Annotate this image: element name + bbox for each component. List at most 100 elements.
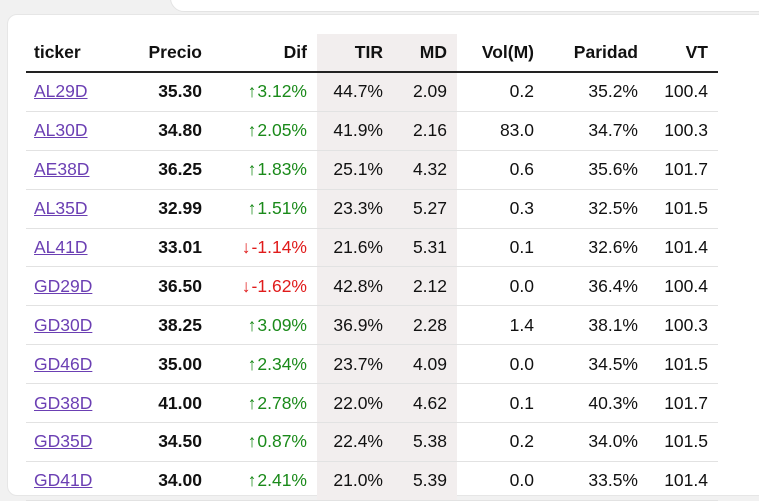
arrow-up-icon: ↑	[247, 81, 257, 102]
dif-value: 2.05%	[257, 120, 307, 141]
ticker-cell: AL35D	[26, 189, 120, 229]
paridad-cell: 34.5%	[544, 344, 648, 385]
paridad-cell: 35.2%	[544, 72, 648, 112]
dif-cell: ↑1.51%	[212, 189, 317, 229]
ticker-link[interactable]: AL35D	[34, 198, 88, 219]
ticker-cell: GD46D	[26, 344, 120, 385]
column-header-tir[interactable]: TIR	[317, 34, 393, 73]
table-row: GD30D 38.25 ↑3.09% 36.9% 2.28 1.4 38.1% 100.3	[26, 305, 718, 346]
dif-value: 1.83%	[257, 159, 307, 180]
vol-cell: 0.2	[457, 422, 544, 462]
md-cell: 5.27	[393, 189, 457, 229]
column-header-paridad[interactable]: Paridad	[544, 34, 648, 73]
tir-cell: 25.1%	[317, 150, 393, 190]
ticker-link[interactable]: AL29D	[34, 81, 88, 102]
paridad-cell: 32.5%	[544, 189, 648, 229]
dif-cell: ↑1.83%	[212, 150, 317, 190]
ticker-cell: GD35D	[26, 422, 120, 462]
vt-cell: 101.4	[648, 228, 718, 268]
md-cell: 5.38	[393, 422, 457, 462]
column-header-ticker[interactable]: ticker	[26, 34, 120, 73]
table-row: AL29D 35.30 ↑3.12% 44.7% 2.09 0.2 35.2% 100.4	[26, 72, 718, 112]
column-header-vt[interactable]: VT	[648, 34, 718, 73]
vt-cell: 101.5	[648, 422, 718, 462]
vt-cell: 100.3	[648, 305, 718, 346]
precio-cell: 35.30	[120, 72, 212, 112]
table-body: AL29D 35.30 ↑3.12% 44.7% 2.09 0.2 35.2% 100.4 AL…	[26, 72, 718, 501]
arrow-up-icon: ↑	[247, 353, 257, 374]
vt-cell: 101.5	[648, 344, 718, 385]
precio-cell: 32.99	[120, 189, 212, 229]
ticker-link[interactable]: GD41D	[34, 470, 93, 491]
md-cell: 2.09	[393, 72, 457, 112]
md-cell: 4.62	[393, 383, 457, 424]
paridad-cell: 36.4%	[544, 266, 648, 307]
ticker-link[interactable]: GD46D	[34, 353, 93, 374]
dif-value: 3.09%	[257, 314, 307, 335]
tir-cell: 36.9%	[317, 305, 393, 346]
column-header-vol[interactable]: Vol(M)	[457, 34, 544, 73]
md-cell: 4.09	[393, 344, 457, 385]
table-row: GD29D 36.50 ↓-1.62% 42.8% 2.12 0.0 36.4% 100.4	[26, 266, 718, 307]
table-row: GD46D 35.00 ↑2.34% 23.7% 4.09 0.0 34.5% 101.5	[26, 344, 718, 385]
vol-cell: 1.4	[457, 305, 544, 346]
paridad-cell: 40.3%	[544, 383, 648, 424]
vol-cell: 0.0	[457, 461, 544, 501]
vt-cell: 101.5	[648, 189, 718, 229]
column-header-md[interactable]: MD	[393, 34, 457, 73]
ticker-link[interactable]: AL30D	[34, 120, 88, 141]
ticker-cell: AE38D	[26, 150, 120, 190]
vol-cell: 0.3	[457, 189, 544, 229]
dif-cell: ↓-1.14%	[212, 228, 317, 268]
precio-cell: 34.50	[120, 422, 212, 462]
tir-cell: 22.0%	[317, 383, 393, 424]
tir-cell: 44.7%	[317, 72, 393, 112]
ticker-link[interactable]: GD38D	[34, 392, 93, 413]
ticker-cell: AL30D	[26, 111, 120, 151]
tir-cell: 21.6%	[317, 228, 393, 268]
vol-cell: 0.2	[457, 72, 544, 112]
column-header-precio[interactable]: Precio	[120, 34, 212, 73]
md-cell: 5.31	[393, 228, 457, 268]
ticker-link[interactable]: AL41D	[34, 237, 88, 257]
arrow-up-icon: ↑	[247, 198, 257, 219]
arrow-up-icon: ↑	[247, 392, 257, 413]
vt-cell: 101.4	[648, 461, 718, 501]
md-cell: 5.39	[393, 461, 457, 501]
arrow-up-icon: ↑	[247, 120, 257, 141]
dif-value: 2.41%	[257, 470, 307, 491]
paridad-cell: 34.0%	[544, 422, 648, 462]
table-row: AE38D 36.25 ↑1.83% 25.1% 4.32 0.6 35.6% 101.7	[26, 150, 718, 190]
dif-cell: ↑0.87%	[212, 422, 317, 462]
md-cell: 4.32	[393, 150, 457, 190]
precio-cell: 41.00	[120, 383, 212, 424]
vol-cell: 0.0	[457, 344, 544, 385]
arrow-up-icon: ↑	[247, 159, 257, 180]
vol-cell: 0.1	[457, 383, 544, 424]
ticker-link[interactable]: AE38D	[34, 159, 90, 180]
dif-cell: ↑2.34%	[212, 344, 317, 385]
tir-cell: 21.0%	[317, 461, 393, 501]
precio-cell: 36.25	[120, 150, 212, 190]
vol-cell: 0.6	[457, 150, 544, 190]
ticker-link[interactable]: GD29D	[34, 275, 93, 296]
column-header-dif[interactable]: Dif	[212, 34, 317, 73]
dif-value: -1.14%	[251, 237, 307, 257]
ticker-link[interactable]: GD35D	[34, 431, 93, 452]
bonds-table: ticker Precio Dif TIR MD Vol(M) Paridad …	[26, 34, 718, 501]
ticker-link[interactable]: GD30D	[34, 314, 93, 335]
paridad-cell: 32.6%	[544, 228, 648, 268]
table-row: AL30D 34.80 ↑2.05% 41.9% 2.16 83.0 34.7% 100.3	[26, 111, 718, 151]
header-row: ticker Precio Dif TIR MD Vol(M) Paridad …	[26, 34, 718, 73]
dif-value: 0.87%	[257, 431, 307, 452]
paridad-cell: 35.6%	[544, 150, 648, 190]
table-header: ticker Precio Dif TIR MD Vol(M) Paridad …	[26, 34, 718, 73]
arrow-up-icon: ↑	[247, 431, 257, 452]
table-row: AL41D 33.01 ↓-1.14% 21.6% 5.31 0.1 32.6% 101.4	[26, 228, 718, 268]
vt-cell: 101.7	[648, 383, 718, 424]
vol-cell: 0.1	[457, 228, 544, 268]
precio-cell: 33.01	[120, 228, 212, 268]
arrow-up-icon: ↑	[247, 470, 257, 491]
md-cell: 2.12	[393, 266, 457, 307]
dif-value: -1.62%	[251, 275, 307, 296]
